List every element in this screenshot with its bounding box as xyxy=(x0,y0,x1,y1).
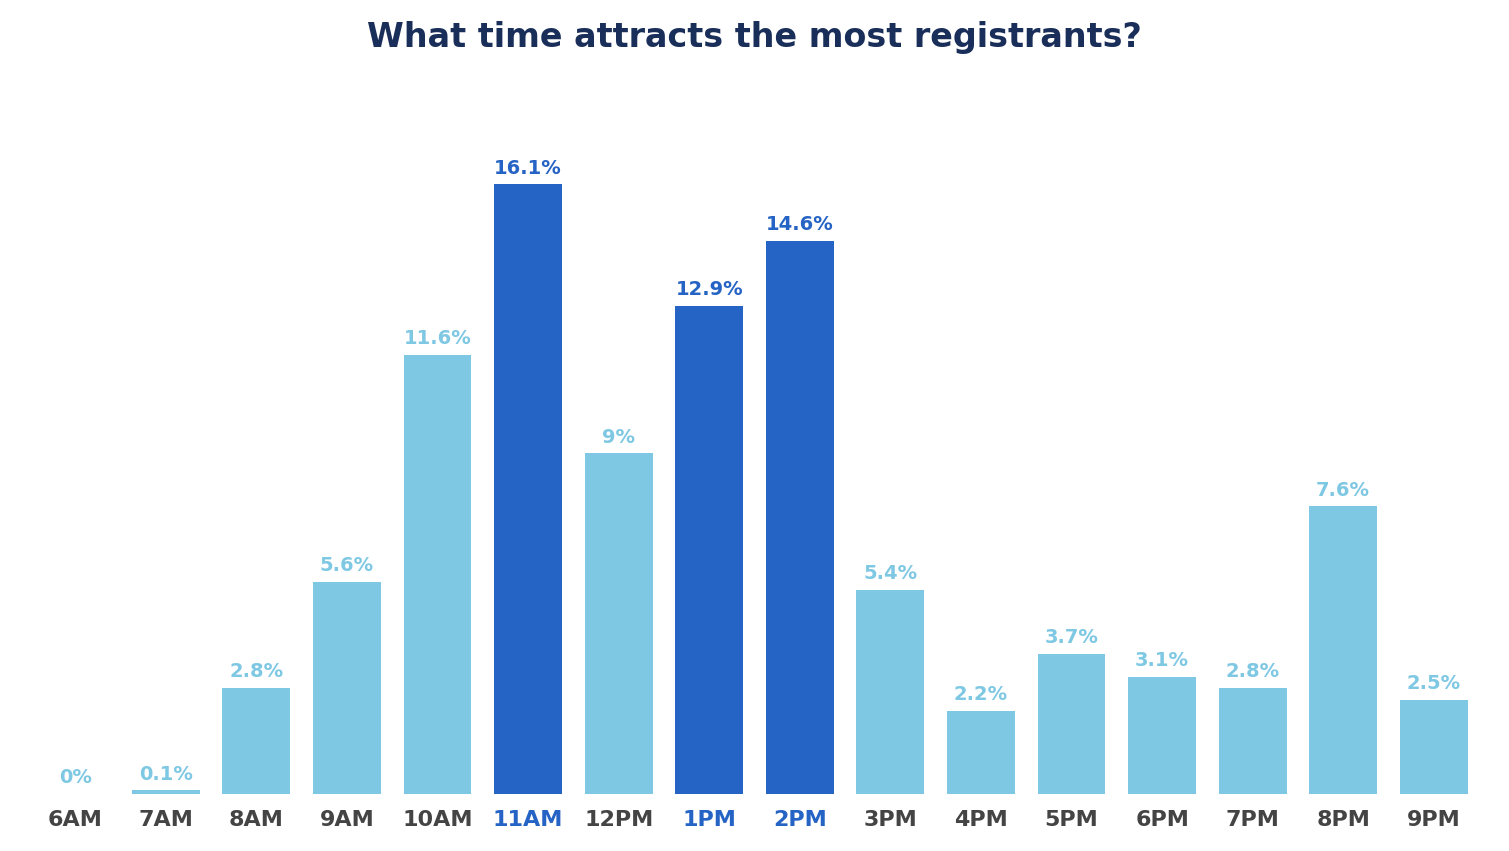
Bar xyxy=(1400,700,1468,794)
Bar xyxy=(675,306,742,794)
Bar xyxy=(948,711,1016,794)
Bar xyxy=(1310,506,1378,794)
Bar xyxy=(1038,654,1106,794)
Text: 3.1%: 3.1% xyxy=(1135,651,1189,670)
Text: 12.9%: 12.9% xyxy=(676,280,742,299)
Bar xyxy=(767,241,834,794)
Bar xyxy=(1219,688,1287,794)
Text: 5.6%: 5.6% xyxy=(320,557,374,575)
Text: 3.7%: 3.7% xyxy=(1044,628,1099,648)
Title: What time attracts the most registrants?: What time attracts the most registrants? xyxy=(367,20,1142,54)
Bar xyxy=(584,454,652,794)
Bar xyxy=(312,582,380,794)
Bar xyxy=(493,185,561,794)
Text: 0%: 0% xyxy=(59,768,92,787)
Text: 2.8%: 2.8% xyxy=(229,662,284,682)
Text: 5.4%: 5.4% xyxy=(863,564,917,583)
Text: 0.1%: 0.1% xyxy=(139,764,193,784)
Text: 2.8%: 2.8% xyxy=(1225,662,1280,682)
Text: 2.2%: 2.2% xyxy=(954,685,1008,704)
Text: 11.6%: 11.6% xyxy=(403,329,471,348)
Text: 2.5%: 2.5% xyxy=(1406,674,1461,693)
Text: 9%: 9% xyxy=(602,427,635,447)
Text: 14.6%: 14.6% xyxy=(767,215,833,234)
Bar xyxy=(857,590,925,794)
Bar xyxy=(222,688,290,794)
Bar xyxy=(131,791,199,794)
Bar xyxy=(403,355,471,794)
Text: 7.6%: 7.6% xyxy=(1316,481,1370,500)
Bar xyxy=(1129,677,1197,794)
Text: 16.1%: 16.1% xyxy=(493,158,561,178)
